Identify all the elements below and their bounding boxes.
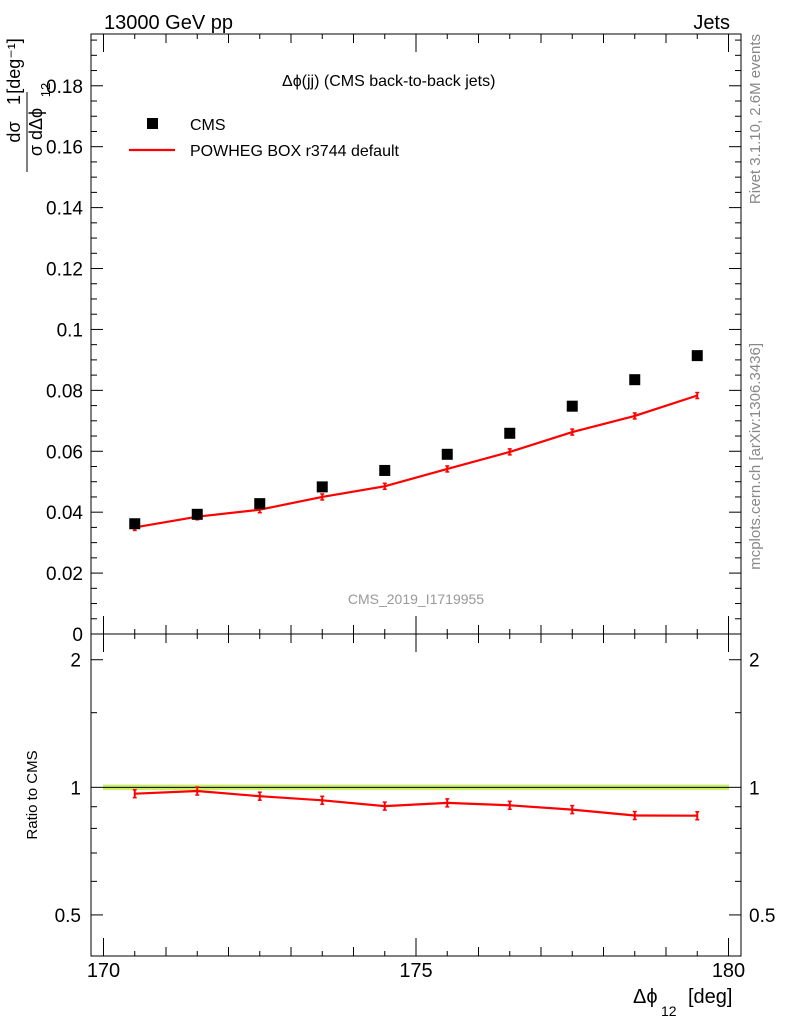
y-tick-label: 0.02 [46, 564, 83, 585]
rivet-version-label: Rivet 3.1.10, 2.6M events [747, 34, 764, 204]
ratio-plot-frame [90, 633, 742, 957]
cms-data-point [379, 464, 391, 476]
y-label-d-sigma: dσ [4, 121, 24, 142]
legend-cms-label: CMS [190, 117, 226, 134]
y-tick-label: 0.14 [46, 199, 83, 220]
main-plot-frame [90, 33, 742, 635]
y-label-prefix: 1 [4, 95, 24, 105]
energy-label: 13000 GeV pp [104, 12, 233, 34]
main-plot-panel: 0 0.02 0.04 0.06 0.08 0.1 0.12 0.14 0.16 0.18 Δϕ(… [46, 33, 742, 646]
x-tick-labels: 170 175 180 [87, 960, 745, 982]
cms-data-point [254, 498, 266, 510]
y-tick-label: 0.1 [57, 320, 83, 341]
x-tick-label: 170 [87, 960, 120, 982]
ratio-y-tick-label-right: 0.5 [749, 906, 775, 927]
cms-data-point [566, 400, 578, 412]
cms-data-point [441, 448, 453, 460]
cms-data-point [504, 427, 516, 439]
ratio-y-tick-labels: 0.5 0.5 1 1 2 2 [55, 651, 776, 927]
y-tick-label: 0.18 [46, 77, 83, 98]
y-label-unit: [deg⁻¹] [4, 38, 24, 94]
x-label-symbol: Δϕ [633, 986, 658, 1008]
main-axis-ticks [91, 34, 741, 635]
y-tick-label: 0.12 [46, 260, 83, 281]
ratio-uncertainty-band [103, 784, 729, 791]
main-y-axis-label: 1 dσ σ dΔϕ 12 [deg⁻¹] [4, 38, 53, 172]
y-tick-label: 0.04 [46, 503, 83, 524]
y-label-subscript: 12 [38, 83, 53, 97]
legend-powheg-label: POWHEG BOX r3744 default [190, 143, 400, 160]
main-data-layer [129, 350, 703, 532]
ratio-data-layer [132, 786, 700, 821]
cms-data-point [129, 518, 141, 530]
analysis-watermark: CMS_2019_I1719955 [348, 591, 484, 607]
y-tick-label: 0.16 [46, 138, 83, 159]
legend-cms-marker [147, 118, 158, 129]
y-tick-label: 0.08 [46, 381, 83, 402]
x-axis-label: Δϕ 12 [deg] [633, 986, 732, 1019]
plot-title: Δϕ(jj) (CMS back-to-back jets) [282, 73, 495, 90]
cms-data-point [629, 374, 641, 386]
ratio-y-tick-label-left: 1 [70, 778, 81, 799]
x-label-subscript: 12 [661, 1003, 677, 1019]
cms-data-point [691, 350, 703, 362]
ratio-y-tick-label-left: 0.5 [55, 906, 81, 927]
ratio-y-axis-label: Ratio to CMS [24, 750, 41, 839]
ratio-y-tick-label-right: 2 [749, 651, 760, 672]
y-label-denominator: σ dΔϕ [26, 108, 46, 156]
x-tick-label: 180 [712, 960, 745, 982]
main-y-tick-labels: 0 0.02 0.04 0.06 0.08 0.1 0.12 0.14 0.16 0.18 [46, 77, 83, 646]
ratio-axis-ticks [91, 634, 741, 956]
ratio-powheg-line [134, 789, 698, 817]
ratio-plot-panel: 0.5 0.5 1 1 2 2 Ratio to CMS [24, 633, 776, 957]
cms-data-point [191, 508, 203, 520]
legend: CMS POWHEG BOX r3744 default [129, 117, 400, 160]
x-label-unit: [deg] [688, 986, 732, 1008]
x-tick-label: 175 [399, 960, 432, 982]
ratio-y-tick-label-left: 2 [70, 651, 81, 672]
powheg-line [134, 394, 698, 529]
mcplots-label: mcplots.cern.ch [arXiv:1306.3436] [747, 343, 764, 570]
cms-data-point [316, 481, 328, 493]
y-tick-label: 0 [72, 625, 83, 646]
y-tick-label: 0.06 [46, 442, 83, 463]
ratio-y-tick-label-right: 1 [749, 778, 760, 799]
category-label: Jets [693, 12, 730, 34]
